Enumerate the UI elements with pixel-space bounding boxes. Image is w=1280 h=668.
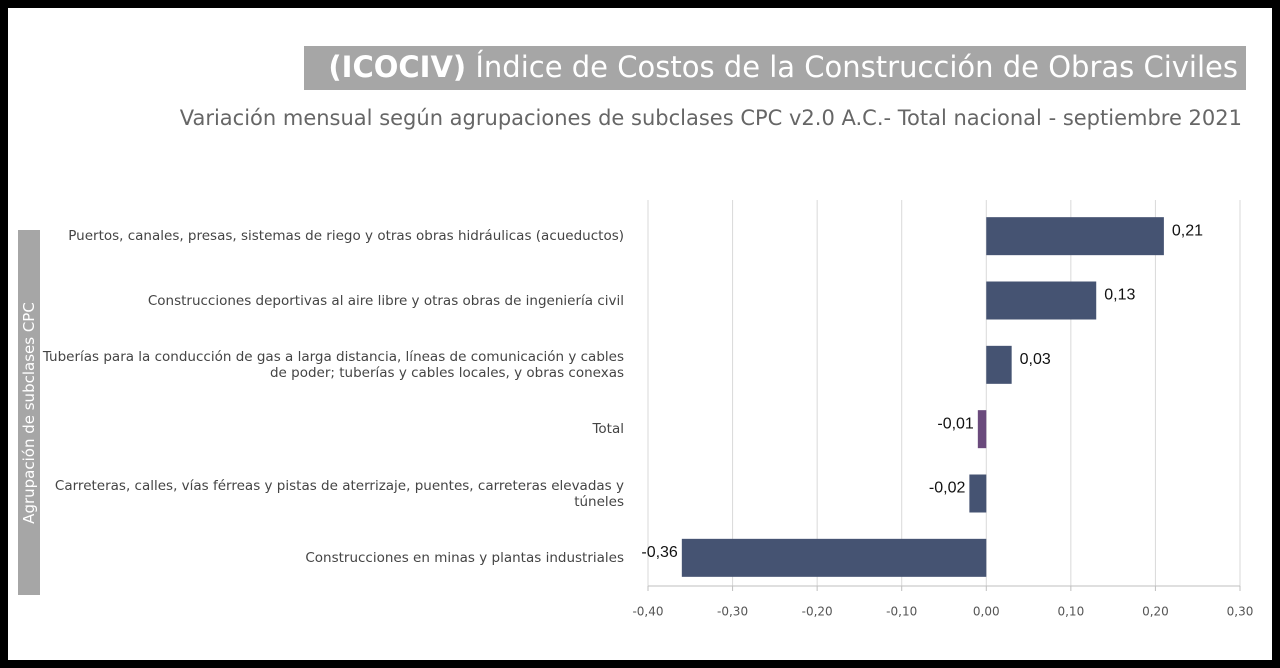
plot: -0,40 -0,30 -0,20 -0,10 0,00 0,10 0,20 0,30 0,21… — [632, 200, 1254, 619]
value-label: -0,36 — [641, 544, 678, 561]
bar — [986, 217, 1164, 256]
bar — [681, 538, 987, 577]
bar — [969, 474, 987, 513]
y-tick-label: Tuberías para la conducción de gas a lar… — [42, 348, 624, 381]
y-axis-label-box: Agrupación de subclases CPC — [18, 230, 40, 595]
bar — [986, 345, 1012, 384]
x-tick-label: 0,30 — [1227, 605, 1254, 619]
x-tick-label: -0,40 — [632, 605, 663, 619]
chart-title-box: (ICOCIV) Índice de Costos de la Construc… — [304, 46, 1246, 90]
y-tick-label: Construcciones en minas y plantas indust… — [305, 549, 624, 566]
x-tick-label: -0,20 — [802, 605, 833, 619]
chart-subtitle: Variación mensual según agrupaciones de … — [179, 106, 1242, 130]
chart-title: Índice de Costos de la Construcción de O… — [475, 50, 1238, 84]
x-tick-label: 0,00 — [973, 605, 1000, 619]
x-tick-label: -0,30 — [717, 605, 748, 619]
x-tick-label: 0,20 — [1142, 605, 1169, 619]
value-label: -0,01 — [937, 415, 974, 432]
x-tick-label: -0,10 — [886, 605, 917, 619]
y-tick-label: Puertos, canales, presas, sistemas de ri… — [68, 228, 624, 245]
value-label: 0,03 — [1020, 351, 1051, 368]
bar — [986, 281, 1097, 320]
value-label: 0,13 — [1104, 287, 1135, 304]
chart: (ICOCIV) Índice de Costos de la Construc… — [8, 8, 1272, 660]
value-label: 0,21 — [1172, 222, 1203, 239]
bar — [977, 410, 987, 449]
y-tick-label: Construcciones deportivas al aire libre … — [147, 292, 624, 309]
x-tick-label: 0,10 — [1057, 605, 1084, 619]
y-tick-label: Carreteras, calles, vías férreas y pista… — [54, 477, 624, 510]
value-label: -0,02 — [929, 480, 966, 497]
title-abbr: (ICOCIV) — [328, 50, 467, 84]
y-tick-label: Total — [592, 421, 624, 438]
